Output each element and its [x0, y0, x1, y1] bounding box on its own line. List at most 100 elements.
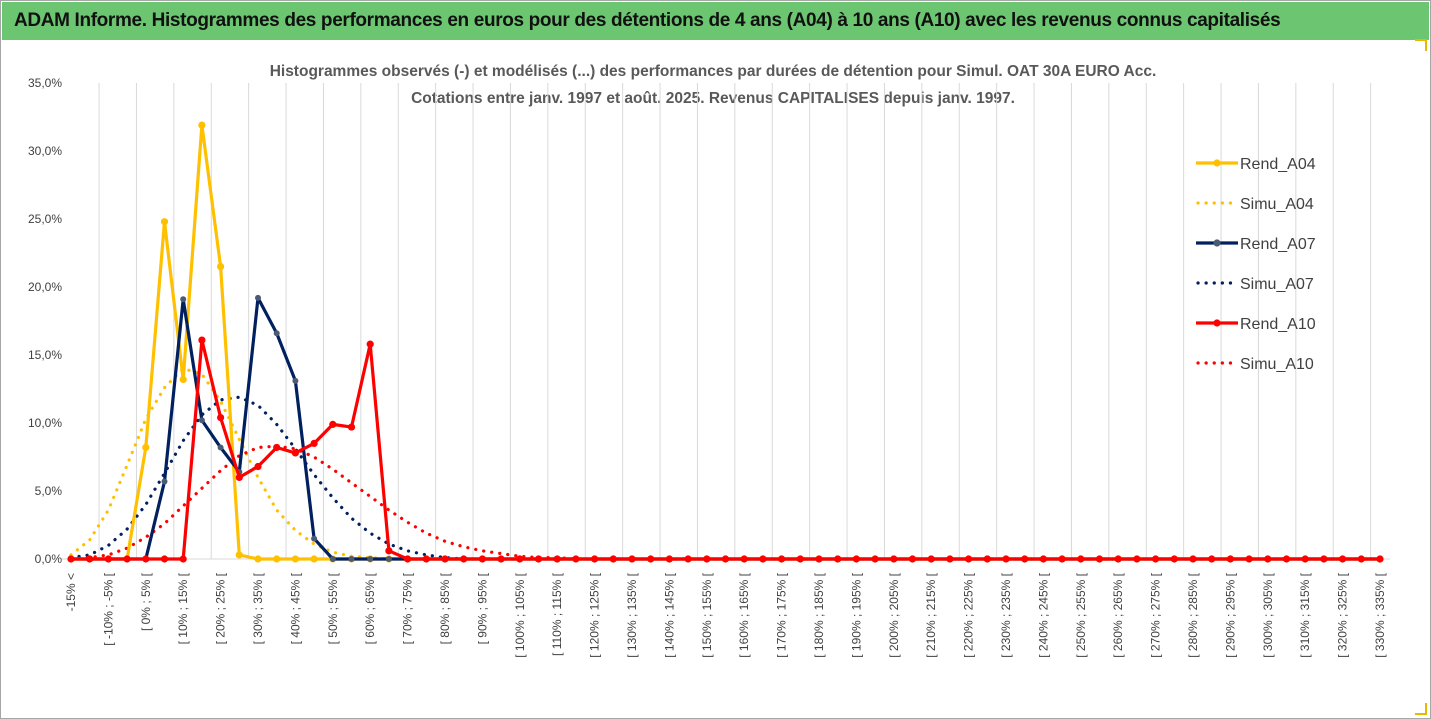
data-point-rend-a10: [366, 340, 374, 348]
series-rend-a10: [67, 336, 1384, 563]
x-tick-label: [ 240% ; 245% [: [1036, 572, 1050, 657]
data-point-rend-a10: [778, 555, 786, 563]
legend-item-rend-a07: Rend_A07: [1196, 236, 1316, 253]
data-point-rend-a10: [329, 420, 337, 428]
data-point-rend-a10: [834, 555, 842, 563]
data-point-rend-a10: [310, 439, 318, 447]
data-point-rend-a10: [273, 443, 281, 452]
data-point-rend-a10: [534, 555, 543, 563]
data-point-rend-a10: [965, 555, 973, 563]
data-point-rend-a10: [1208, 555, 1216, 563]
data-point-rend-a07: [367, 556, 374, 562]
data-point-rend-a07: [311, 535, 318, 542]
data-point-rend-a10: [422, 555, 430, 563]
x-tick-label: [ 190% ; 195% [: [849, 572, 863, 657]
data-point-rend-a10: [1320, 555, 1328, 563]
x-tick-label: [ 130% ; 135% [: [625, 572, 639, 657]
data-point-rend-a10: [1002, 555, 1010, 563]
data-point-rend-a10: [1245, 555, 1253, 563]
data-point-rend-a10: [1357, 555, 1365, 563]
data-point-rend-a07: [217, 444, 224, 451]
data-point-rend-a10: [347, 423, 356, 431]
data-point-rend-a04: [160, 218, 169, 226]
data-point-rend-a04: [235, 551, 243, 559]
axes: 0,0% 5,0% 10,0% 15,0% 20,0% 25,0% 30,0% 35,0% -1…: [28, 76, 1390, 658]
x-tick-label: [ 180% ; 185% [: [812, 572, 826, 657]
y-tick-label: 30,0%: [28, 144, 62, 158]
data-point-rend-a10: [235, 473, 243, 481]
data-point-rend-a10: [404, 555, 412, 563]
data-point-rend-a07: [329, 556, 336, 562]
chart-subtitle: Cotations entre janv. 1997 et août. 2025…: [411, 90, 1015, 107]
data-point-rend-a10: [198, 336, 206, 344]
data-point-rend-a10: [852, 555, 861, 563]
x-tick-label: [ 160% ; 165% [: [737, 572, 751, 657]
legend-item-simu-a10: Simu_A10: [1196, 356, 1314, 373]
data-point-rend-a07: [348, 556, 355, 562]
data-point-rend-a10: [1339, 555, 1347, 563]
data-point-rend-a10: [1077, 555, 1085, 563]
data-point-rend-a10: [1058, 555, 1066, 563]
series-rend-a04: [67, 121, 1384, 563]
data-point-rend-a04: [291, 555, 299, 563]
data-point-rend-a10: [497, 555, 505, 563]
legend-label: Simu_A04: [1240, 196, 1314, 213]
data-point-rend-a10: [1039, 555, 1047, 563]
data-point-rend-a10: [1133, 555, 1141, 563]
data-point-rend-a04: [142, 443, 150, 452]
data-point-rend-a10: [1282, 555, 1291, 563]
x-tick-label: [ 250% ; 255% [: [1074, 572, 1088, 657]
data-point-rend-a10: [441, 555, 449, 563]
y-tick-label: 10,0%: [28, 416, 62, 430]
data-point-rend-a10: [628, 555, 636, 563]
data-point-rend-a10: [1021, 555, 1029, 563]
legend-label: Rend_A07: [1240, 236, 1316, 253]
legend-marker: [1213, 159, 1221, 167]
data-point-rend-a10: [1189, 555, 1197, 563]
x-tick-label: [ 30% ; 35% [: [251, 572, 265, 644]
data-point-rend-a10: [142, 555, 150, 563]
data-point-rend-a10: [927, 555, 935, 563]
data-point-rend-a10: [946, 555, 954, 563]
legend-item-simu-a04: Simu_A04: [1196, 196, 1314, 213]
x-tick-label: [ 150% ; 155% [: [700, 572, 714, 657]
data-point-rend-a10: [217, 413, 225, 422]
data-point-rend-a07: [180, 296, 187, 303]
report-title: ADAM Informe. Histogrammes des performan…: [14, 10, 1281, 31]
data-point-rend-a07: [255, 294, 261, 301]
data-point-rend-a10: [1095, 555, 1104, 563]
legend-marker: [1213, 239, 1221, 247]
x-tick-label: [ 60% ; 65% [: [363, 572, 377, 644]
x-tick-label: [ 40% ; 45% [: [288, 572, 302, 644]
y-tick-label: 25,0%: [28, 212, 62, 226]
data-point-rend-a10: [572, 555, 580, 563]
x-tick-label: [ 20% ; 25% [: [214, 572, 228, 644]
x-tick-label: [ 80% ; 85% [: [438, 572, 452, 644]
chart-title: Histogrammes observés (-) et modélisés (…: [270, 63, 1157, 80]
data-point-rend-a10: [759, 555, 767, 563]
legend-item-simu-a07: Simu_A07: [1196, 276, 1314, 293]
y-tick-label: 35,0%: [28, 76, 62, 90]
y-tick-label: 5,0%: [35, 484, 63, 498]
data-point-rend-a10: [1170, 555, 1178, 563]
data-point-rend-a10: [647, 555, 655, 563]
x-tick-label: [ 300% ; 305% [: [1261, 572, 1275, 657]
x-tick-label: [ 260% ; 265% [: [1111, 572, 1125, 657]
data-point-rend-a10: [460, 555, 468, 563]
data-point-rend-a10: [815, 555, 823, 563]
legend-label: Rend_A10: [1240, 316, 1316, 333]
data-point-rend-a10: [291, 449, 299, 457]
data-point-rend-a07: [292, 377, 299, 384]
data-point-rend-a04: [217, 263, 225, 271]
data-point-rend-a10: [609, 555, 617, 563]
x-tick-label: [ 290% ; 295% [: [1223, 572, 1237, 657]
legend-label: Simu_A07: [1240, 276, 1314, 293]
x-tick-label: [ 110% ; 115% [: [550, 572, 564, 656]
data-point-rend-a10: [908, 555, 917, 563]
x-tick-label: [ 320% ; 325% [: [1336, 572, 1350, 657]
y-tick-label: 0,0%: [35, 552, 63, 566]
data-point-rend-a10: [160, 555, 169, 563]
data-point-rend-a10: [516, 555, 524, 563]
x-tick-label: [ 270% ; 275% [: [1149, 572, 1163, 657]
